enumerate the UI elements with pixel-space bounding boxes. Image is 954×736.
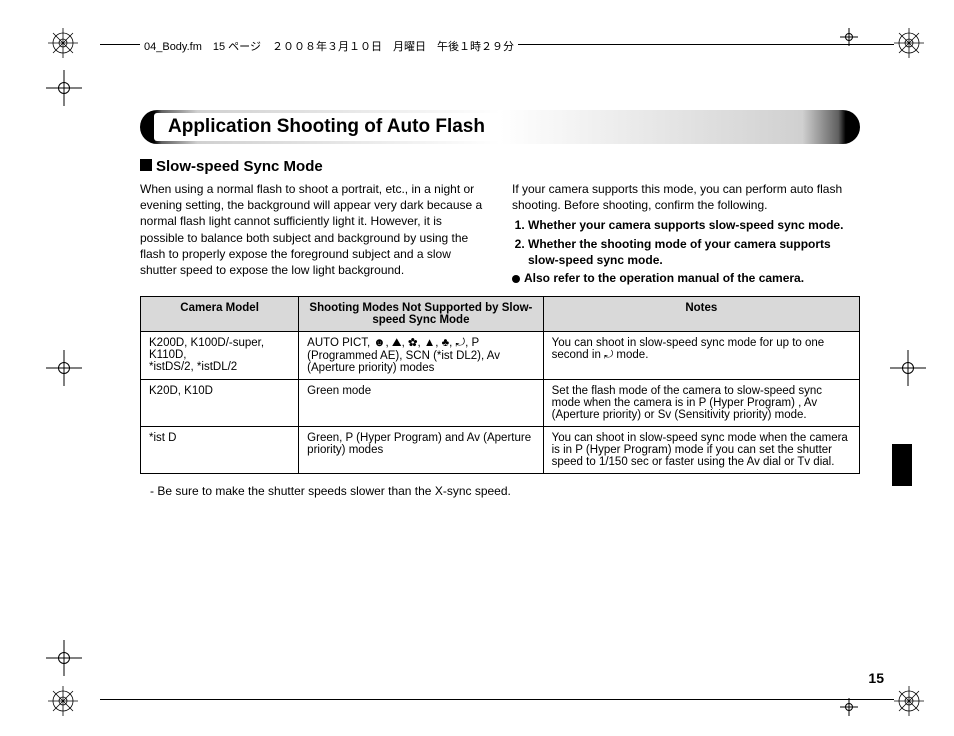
intro-left-column: When using a normal flash to shoot a por… — [140, 181, 488, 286]
section-heading-text: Application Shooting of Auto Flash — [168, 116, 485, 138]
table-row: K20D, K10D Green mode Set the flash mode… — [141, 380, 860, 427]
cell-notes: You can shoot in slow-speed sync mode fo… — [543, 332, 859, 380]
reg-mark-bot-right — [894, 686, 924, 716]
bottom-rule — [100, 699, 894, 700]
reg-mark-top-left — [48, 28, 78, 58]
cross-mark-bot-inner — [840, 698, 858, 716]
footnote: - Be sure to make the shutter speeds slo… — [150, 484, 860, 498]
cross-mark-mid — [46, 350, 82, 386]
table-row: *ist D Green, P (Hyper Program) and Av (… — [141, 427, 860, 474]
mode-icons: ☻, ⛰, ✿, ▲, ♣, ⤾ — [373, 337, 465, 349]
section-heading: Application Shooting of Auto Flash — [154, 113, 499, 141]
cross-mark-mid-right — [890, 350, 926, 386]
subsection-heading: Slow-speed Sync Mode — [140, 158, 860, 175]
reg-mark-bot-left — [48, 686, 78, 716]
cell-model: K20D, K10D — [141, 380, 299, 427]
table-header-row: Camera Model Shooting Modes Not Supporte… — [141, 297, 860, 332]
notes-text-b: mode. — [613, 349, 648, 361]
cross-mark-top — [46, 70, 82, 106]
cell-modes: Green mode — [299, 380, 543, 427]
also-refer-line: Also refer to the operation manual of th… — [512, 270, 860, 286]
side-tab — [892, 444, 912, 486]
page-number: 15 — [868, 670, 884, 686]
night-portrait-icon: ⤾ — [604, 349, 613, 362]
modes-prefix: AUTO PICT, — [307, 337, 373, 349]
checklist: Whether your camera supports slow-speed … — [512, 217, 860, 268]
also-refer-text: Also refer to the operation manual of th… — [524, 271, 804, 285]
cell-model: K200D, K100D/-super, K110D, *istDS/2, *i… — [141, 332, 299, 380]
page: 04_Body.fm 15 ページ ２００８年３月１０日 月曜日 午後１時２９分… — [0, 0, 954, 736]
col-header-model: Camera Model — [141, 297, 299, 332]
col-header-modes: Shooting Modes Not Supported by Slow-spe… — [299, 297, 543, 332]
content-area: Application Shooting of Auto Flash Slow-… — [140, 110, 860, 498]
intro-columns: When using a normal flash to shoot a por… — [140, 181, 860, 286]
table-row: K200D, K100D/-super, K110D, *istDS/2, *i… — [141, 332, 860, 380]
checklist-item-1: Whether your camera supports slow-speed … — [528, 217, 860, 233]
intro-left-para: When using a normal flash to shoot a por… — [140, 181, 488, 278]
header-meta: 04_Body.fm 15 ページ ２００８年３月１０日 月曜日 午後１時２９分 — [140, 38, 518, 54]
square-bullet-icon — [140, 159, 152, 171]
section-heading-bar: Application Shooting of Auto Flash — [140, 110, 860, 144]
cell-notes: Set the flash mode of the camera to slow… — [543, 380, 859, 427]
cell-modes: Green, P (Hyper Program) and Av (Apertur… — [299, 427, 543, 474]
cell-model: *ist D — [141, 427, 299, 474]
reg-mark-top-right — [894, 28, 924, 58]
cell-modes: AUTO PICT, ☻, ⛰, ✿, ▲, ♣, ⤾, P (Programm… — [299, 332, 543, 380]
col-header-notes: Notes — [543, 297, 859, 332]
intro-right-para: If your camera supports this mode, you c… — [512, 181, 860, 213]
bullet-icon — [512, 275, 520, 283]
notes-text-a: You can shoot in slow-speed sync mode fo… — [552, 337, 825, 361]
checklist-item-2: Whether the shooting mode of your camera… — [528, 236, 860, 268]
intro-right-column: If your camera supports this mode, you c… — [512, 181, 860, 286]
cell-notes: You can shoot in slow-speed sync mode wh… — [543, 427, 859, 474]
cross-mark-bot — [46, 640, 82, 676]
subsection-heading-text: Slow-speed Sync Mode — [156, 158, 323, 175]
modes-table: Camera Model Shooting Modes Not Supporte… — [140, 296, 860, 474]
